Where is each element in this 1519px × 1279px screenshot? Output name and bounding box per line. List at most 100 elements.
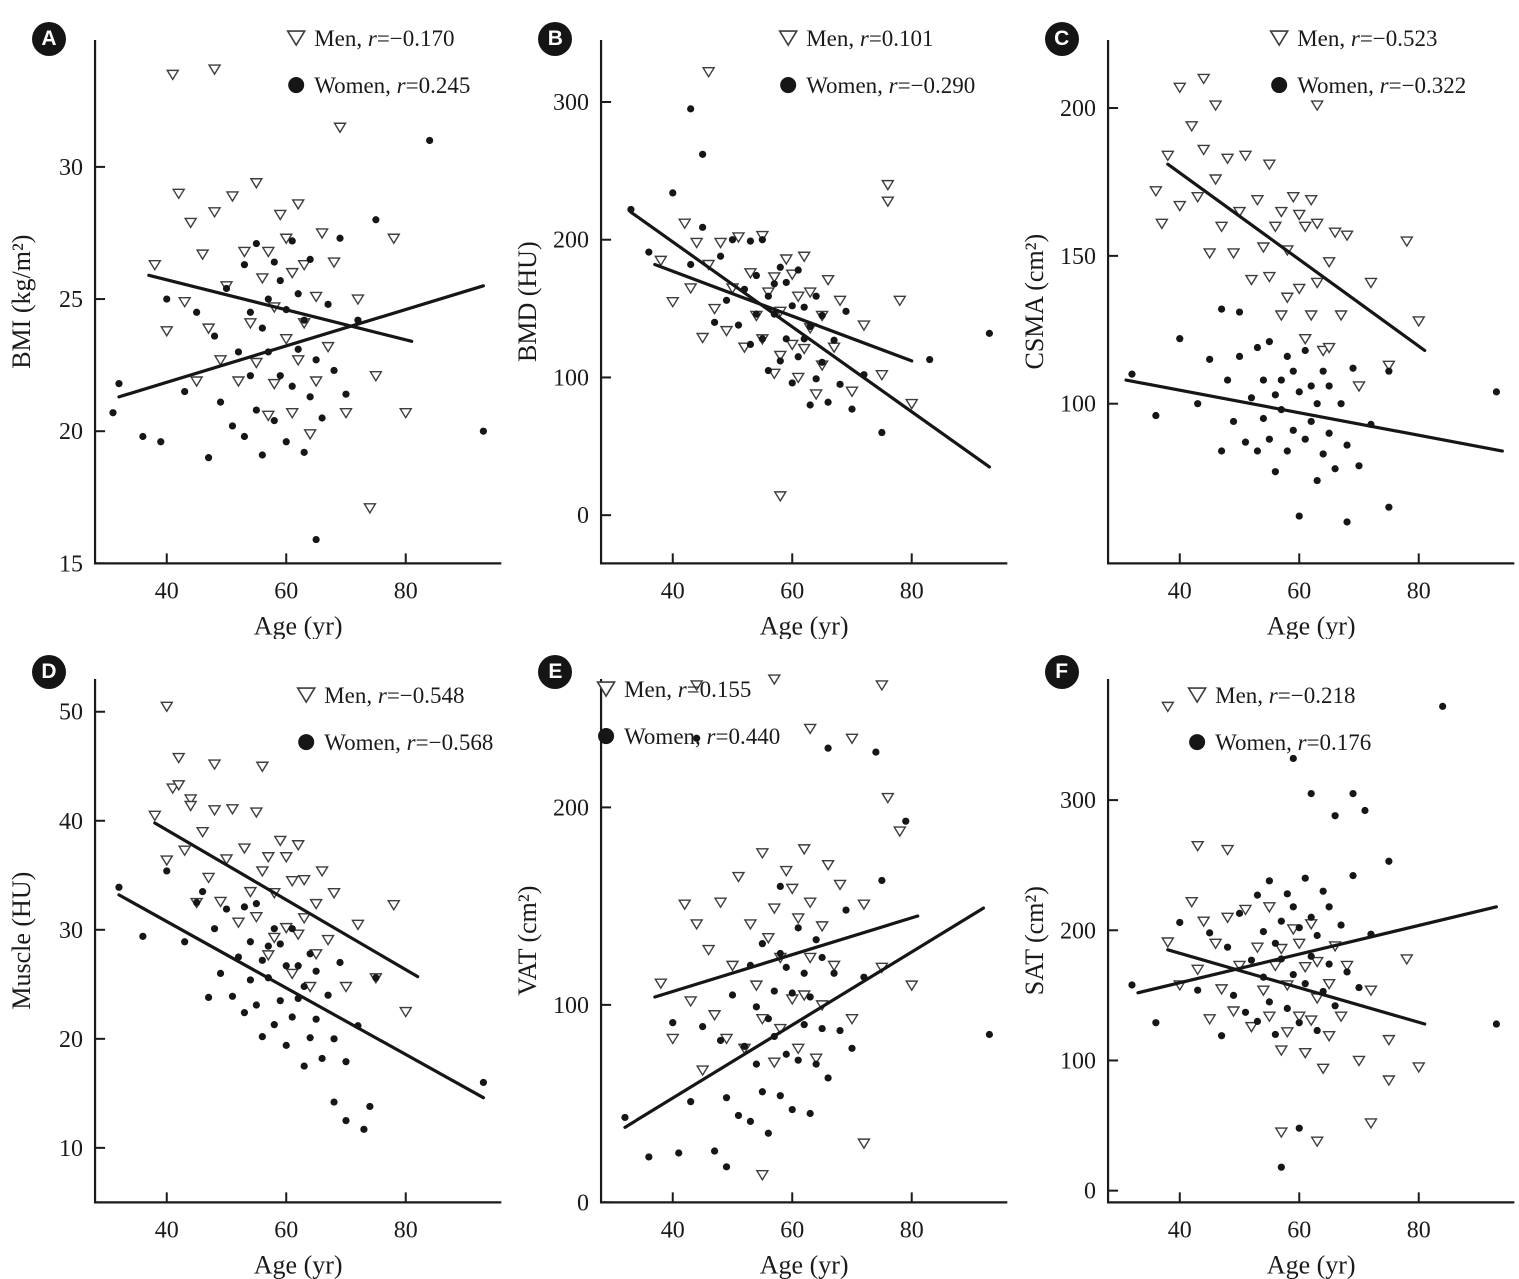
data-point-women [252,239,260,248]
data-point-men [1220,845,1234,857]
data-point-women [818,358,827,366]
y-tick-label: 50 [59,700,83,726]
data-point-men [1310,277,1324,289]
panel-letter-badge-f: F [1044,655,1079,690]
x-tick-label: 80 [394,1218,418,1244]
data-point-men [1208,939,1223,951]
data-point-women [687,1098,695,1106]
data-point-women [1205,355,1213,363]
data-point-women [1259,376,1267,384]
data-point-women [1175,335,1184,343]
data-point-women [1259,414,1267,423]
x-axis-title: Age (yr) [254,1251,343,1279]
data-point-men [273,836,288,848]
data-point-women [306,950,314,958]
data-point-women [109,409,117,417]
data-point-men [791,372,806,384]
data-point-women [794,353,803,361]
data-point-women [1492,1020,1500,1029]
data-point-men [1328,227,1342,239]
data-point-men [1190,192,1205,204]
legend-men-triangle-icon [286,30,307,47]
regression-line-women [629,210,992,469]
data-point-men [315,866,329,878]
data-point-women [812,936,821,944]
data-point-men [327,888,341,900]
data-point-men [243,887,258,899]
data-point-men [1363,277,1378,289]
legend-label-men: Men, r=−0.548 [324,682,464,708]
data-point-men [315,228,329,240]
data-point-women [1217,1032,1225,1040]
data-point-men [797,844,812,856]
data-point-men [1160,702,1175,714]
y-tick-label: 200 [553,228,589,254]
data-point-women [204,454,213,462]
data-point-women [270,258,278,266]
data-point-women [675,1149,683,1158]
data-point-women [1217,447,1225,455]
data-point-women [1289,971,1297,979]
panel-letter-badge-e: E [538,655,573,690]
data-point-men [1154,218,1169,230]
data-point-women [723,1094,731,1102]
data-point-women [1307,382,1315,390]
data-point-women [1271,1031,1279,1039]
legend-label-women: Women, r=0.440 [624,723,780,749]
data-point-men [678,218,692,230]
data-point-women [830,970,838,978]
data-point-men [1292,1011,1306,1023]
data-point-men [767,1057,782,1069]
data-point-men [1196,144,1211,156]
data-point-women [717,1037,725,1045]
data-point-men [183,794,198,806]
data-point-women [246,308,254,316]
data-point-women [1331,812,1339,820]
data-point-men [1226,248,1240,260]
data-point-men [249,807,264,819]
x-axis-title: Age (yr) [760,1251,849,1279]
data-point-women [1349,872,1357,880]
data-point-men [1220,912,1234,925]
data-point-men [767,903,782,915]
data-point-women [759,335,767,343]
data-point-men [1184,121,1199,133]
data-point-men [291,355,305,367]
data-point-women [264,942,272,951]
data-point-men [654,978,668,990]
axes [1106,40,1514,565]
data-point-men [1310,1136,1324,1148]
data-point-women [181,938,189,946]
data-point-men [821,274,836,287]
data-point-men [279,852,293,864]
data-point-men [160,326,174,338]
data-point-women [771,987,779,996]
data-point-women [426,136,434,145]
data-point-men [1202,248,1217,260]
data-point-men [261,950,276,962]
data-point-women [836,380,844,388]
data-point-men [195,827,210,839]
data-point-women [759,1088,767,1096]
data-point-women [258,324,266,332]
data-point-women [1331,465,1339,473]
x-tick-label: 40 [155,1218,179,1244]
data-point-men [1280,292,1294,304]
data-point-women [1265,877,1273,885]
y-tick-label: 100 [1060,1049,1096,1075]
data-point-women [800,970,809,978]
panel-letter-badge-a: A [32,22,66,56]
data-point-men [1244,274,1258,286]
data-point-men [893,295,907,307]
data-point-men [809,389,824,401]
panel-b: B 40 60 80 0 100 200 300 Age (yr) BMD (HU) Men, r… [506,0,1012,639]
data-point-women [252,406,260,414]
data-point-men [827,961,842,973]
data-point-women [288,237,296,245]
legend-men-triangle-icon [1268,30,1289,47]
data-point-women [330,1098,338,1107]
regression-line-women [623,906,986,1130]
data-point-women [747,340,755,348]
data-point-women [1283,447,1291,455]
